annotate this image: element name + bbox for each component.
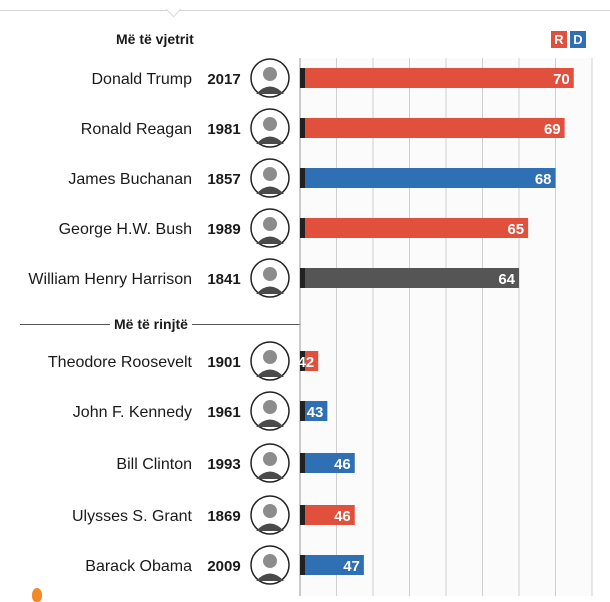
portrait-shoulders-icon <box>256 136 284 144</box>
bar <box>305 218 529 238</box>
party-legend: R D <box>551 31 586 48</box>
bar-value-label: 42 <box>298 354 315 371</box>
inauguration-year: 2017 <box>207 71 240 88</box>
bar-axis-tick <box>300 351 305 371</box>
president-name: Barack Obama <box>85 558 192 575</box>
portrait-head-icon <box>263 67 277 81</box>
portrait-shoulders-icon <box>256 573 284 581</box>
portrait-head-icon <box>263 167 277 181</box>
portrait-head-icon <box>263 452 277 466</box>
bar <box>305 351 319 371</box>
flame-logo-icon <box>32 588 42 602</box>
portrait-head-icon <box>263 217 277 231</box>
youngest-section-title: Më të rinjtë <box>110 316 192 332</box>
president-name: Theodore Roosevelt <box>48 354 193 371</box>
portrait-head-icon <box>263 117 277 131</box>
portrait-shoulders-icon <box>256 236 284 244</box>
inauguration-year: 1989 <box>207 221 240 238</box>
portrait-shoulders-icon <box>256 419 284 427</box>
portrait-head-icon <box>263 350 277 364</box>
bar-axis-tick <box>300 268 305 288</box>
portrait-head-icon <box>263 400 277 414</box>
bar <box>305 68 574 88</box>
president-name: Ronald Reagan <box>81 121 192 138</box>
inauguration-year: 1857 <box>207 171 240 188</box>
bar <box>305 453 355 473</box>
bar <box>305 268 519 288</box>
portrait-shoulders-icon <box>256 186 284 194</box>
bar-value-label: 46 <box>334 508 351 525</box>
bar <box>305 555 364 575</box>
bar-value-label: 46 <box>334 456 351 473</box>
inauguration-year: 1981 <box>207 121 240 138</box>
bar <box>305 118 565 138</box>
president-name: George H.W. Bush <box>59 221 192 238</box>
bar-axis-tick <box>300 118 305 138</box>
bar-axis-tick <box>300 68 305 88</box>
bar-axis-tick <box>300 555 305 575</box>
bar-axis-tick <box>300 505 305 525</box>
inauguration-year: 1993 <box>207 456 240 473</box>
inauguration-year: 2009 <box>207 558 240 575</box>
president-name: James Buchanan <box>68 171 192 188</box>
bar-value-label: 43 <box>307 404 324 421</box>
bar-value-label: 69 <box>544 121 561 138</box>
oldest-section-title: Më të vjetrit <box>112 31 198 47</box>
portrait-shoulders-icon <box>256 286 284 294</box>
legend-democrat: D <box>570 31 586 48</box>
portrait-head-icon <box>263 554 277 568</box>
top-divider <box>0 10 610 11</box>
bar <box>305 401 328 421</box>
bar-value-label: 47 <box>343 558 360 575</box>
portrait-shoulders-icon <box>256 369 284 377</box>
inauguration-year: 1961 <box>207 404 240 421</box>
bar-axis-tick <box>300 218 305 238</box>
president-name: William Henry Harrison <box>28 271 192 288</box>
bar-value-label: 70 <box>553 71 570 88</box>
portrait-head-icon <box>263 267 277 281</box>
portrait-shoulders-icon <box>256 86 284 94</box>
bar-value-label: 65 <box>507 221 524 238</box>
legend-republican: R <box>551 31 567 48</box>
bar-value-label: 64 <box>498 271 515 288</box>
bar-axis-tick <box>300 453 305 473</box>
portrait-shoulders-icon <box>256 471 284 479</box>
bar-axis-tick <box>300 168 305 188</box>
bar <box>305 168 556 188</box>
inauguration-year: 1869 <box>207 508 240 525</box>
bar <box>305 505 355 525</box>
president-name: Bill Clinton <box>116 456 192 473</box>
bar-axis-tick <box>300 401 305 421</box>
inauguration-year: 1901 <box>207 354 240 371</box>
president-name: Donald Trump <box>92 71 193 88</box>
portrait-head-icon <box>263 504 277 518</box>
inauguration-year: 1841 <box>207 271 240 288</box>
portrait-shoulders-icon <box>256 523 284 531</box>
bar-value-label: 68 <box>535 171 552 188</box>
president-name: John F. Kennedy <box>73 404 192 421</box>
president-name: Ulysses S. Grant <box>72 508 193 525</box>
